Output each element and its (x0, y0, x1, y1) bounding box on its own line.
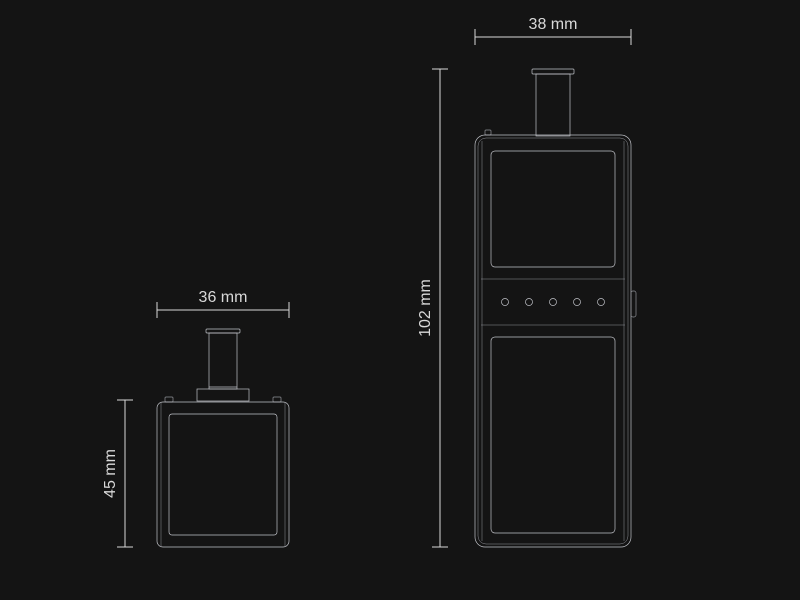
dimension-diagram: 36 mm 45 mm 38 mm 102 mm (0, 0, 800, 600)
large-width-label: 38 mm (529, 16, 578, 33)
small-width-label: 36 mm (199, 289, 248, 306)
background (0, 0, 800, 600)
large-height-label: 102 mm (417, 279, 434, 337)
small-height-label: 45 mm (102, 449, 119, 498)
